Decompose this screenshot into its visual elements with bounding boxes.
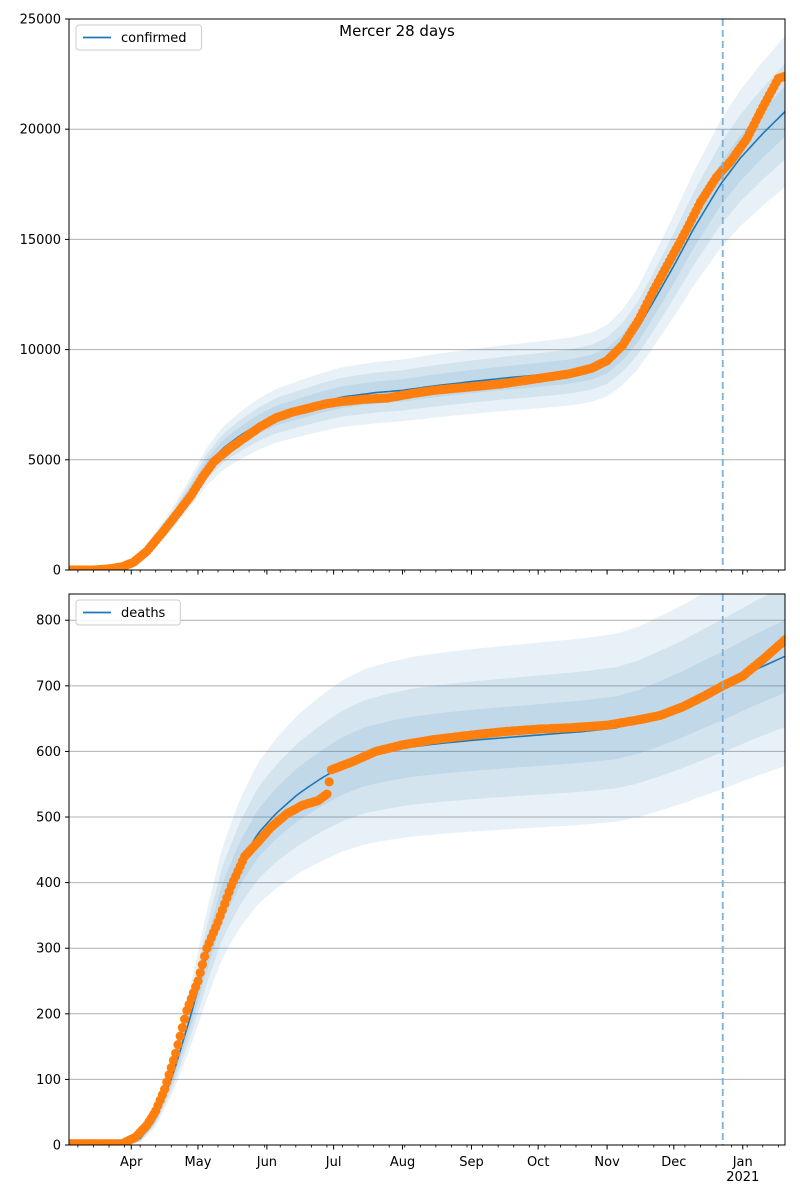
axes-frame [68, 593, 786, 1146]
x-tick-label: 2021 [726, 1170, 759, 1185]
uncertainty-band-3 [69, 86, 785, 570]
legend-box [75, 24, 203, 51]
uncertainty-band-1 [69, 36, 785, 570]
figure-title: Mercer 28 days [339, 22, 455, 40]
x-tick-label: Dec [661, 1155, 686, 1170]
y-tick-label: 800 [36, 614, 61, 629]
plot-area [69, 36, 785, 570]
y-tick-label: 700 [36, 679, 61, 694]
x-tick-label: Oct [527, 1155, 549, 1170]
y-tick-label: 400 [36, 876, 61, 891]
observed-point [164, 1070, 174, 1080]
y-tick-label: 500 [36, 811, 61, 826]
observed-point [197, 960, 207, 970]
y-tick-label: 0 [53, 564, 61, 579]
observed-point [780, 635, 785, 645]
observed-point [175, 1031, 185, 1041]
observed-point [200, 951, 210, 962]
x-tick-label: Nov [594, 1155, 620, 1170]
observed-point [324, 777, 334, 787]
observed-point [173, 1040, 183, 1050]
y-tick-label: 0 [53, 1139, 61, 1154]
legend-label: deaths [121, 606, 166, 621]
observed-point [195, 968, 205, 978]
observed-point [160, 1084, 170, 1094]
uncertainty-band-3 [69, 619, 785, 1145]
confirmed-line [69, 111, 785, 570]
observed-point [780, 71, 785, 81]
y-tick-label: 100 [36, 1073, 61, 1088]
x-tick-label: Sep [459, 1155, 484, 1170]
plot-area [69, 594, 785, 1145]
y-tick-label: 10000 [20, 343, 61, 358]
uncertainty-band-1 [69, 594, 785, 1145]
y-tick-label: 600 [36, 745, 61, 760]
confirmed-panel: 0 5000 10000 15000 20000 25000 confirmed [20, 13, 786, 579]
x-tick-label: Jan [732, 1155, 753, 1170]
x-tick-label: May [185, 1155, 212, 1170]
observed-point [168, 1055, 179, 1065]
x-tick-label: Jun [256, 1155, 277, 1170]
observed-point [171, 1048, 181, 1058]
x-tick-label: Aug [390, 1155, 415, 1170]
legend: confirmed [75, 24, 203, 51]
y-tick-label: 15000 [20, 233, 61, 248]
observed-point [193, 976, 203, 986]
observed-point [166, 1063, 176, 1073]
y-tick-label: 5000 [28, 453, 61, 468]
axes-frame [68, 18, 786, 571]
legend-box [75, 599, 181, 626]
x-tick-label: Jul [325, 1155, 342, 1170]
observed-point [177, 1023, 187, 1033]
observed-point [162, 1077, 172, 1087]
y-tick-label: 300 [36, 942, 61, 957]
observed-point [322, 789, 332, 799]
observed-point [180, 1014, 190, 1024]
legend-label: confirmed [121, 31, 187, 46]
y-tick-label: 20000 [20, 123, 61, 138]
uncertainty-band-2 [69, 63, 785, 570]
deaths-panel: 0 100 200 300 400 500 600 700 800 Apr May Jun Jul Aug… [36, 593, 786, 1185]
y-tick-label: 25000 [20, 13, 61, 28]
y-tick-label: 200 [36, 1007, 61, 1022]
legend: deaths [75, 599, 181, 626]
x-tick-label: Apr [120, 1155, 143, 1170]
uncertainty-band-2 [69, 594, 785, 1145]
